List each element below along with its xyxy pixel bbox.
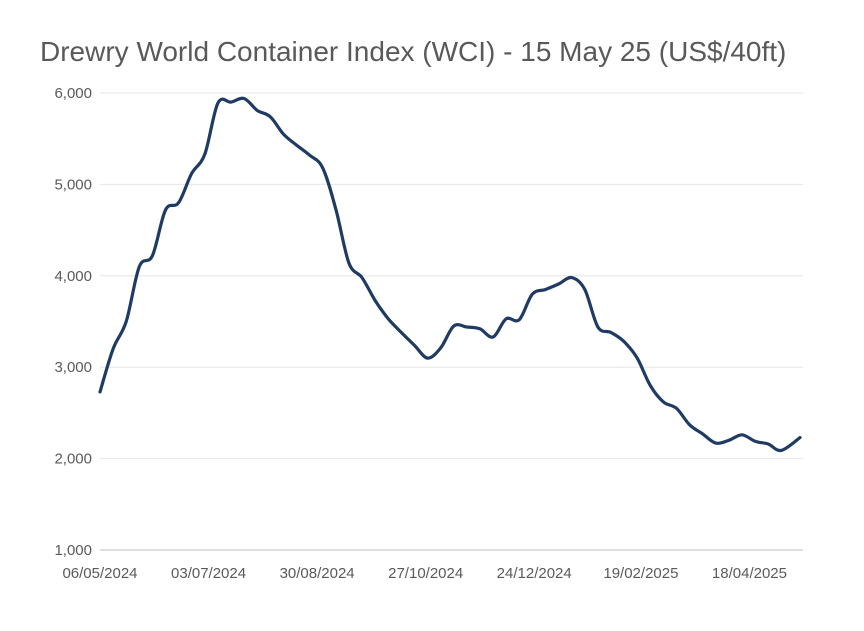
y-tick-label: 2,000 bbox=[54, 451, 92, 468]
series-line bbox=[98, 96, 802, 453]
x-tick-label: 19/02/2025 bbox=[603, 565, 678, 582]
y-axis-ticks: 6,000 5,000 4,000 3,000 2,000 1,000 bbox=[54, 85, 92, 559]
x-tick-label: 06/05/2024 bbox=[62, 565, 137, 582]
y-tick-label: 4,000 bbox=[54, 268, 92, 285]
x-axis-ticks: 06/05/2024 03/07/2024 30/08/2024 27/10/2024… bbox=[62, 565, 787, 582]
x-tick-label: 03/07/2024 bbox=[171, 565, 246, 582]
x-tick-label: 30/08/2024 bbox=[280, 565, 355, 582]
gridlines bbox=[100, 92, 803, 551]
x-tick-label: 27/10/2024 bbox=[388, 565, 463, 582]
y-tick-label: 1,000 bbox=[54, 542, 92, 559]
chart-title: Drewry World Container Index (WCI) - 15 … bbox=[40, 36, 787, 67]
y-tick-label: 3,000 bbox=[54, 359, 92, 376]
y-tick-label: 5,000 bbox=[54, 176, 92, 193]
x-tick-label: 18/04/2025 bbox=[712, 565, 787, 582]
x-tick-label: 24/12/2024 bbox=[497, 565, 572, 582]
y-tick-label: 6,000 bbox=[54, 85, 92, 102]
